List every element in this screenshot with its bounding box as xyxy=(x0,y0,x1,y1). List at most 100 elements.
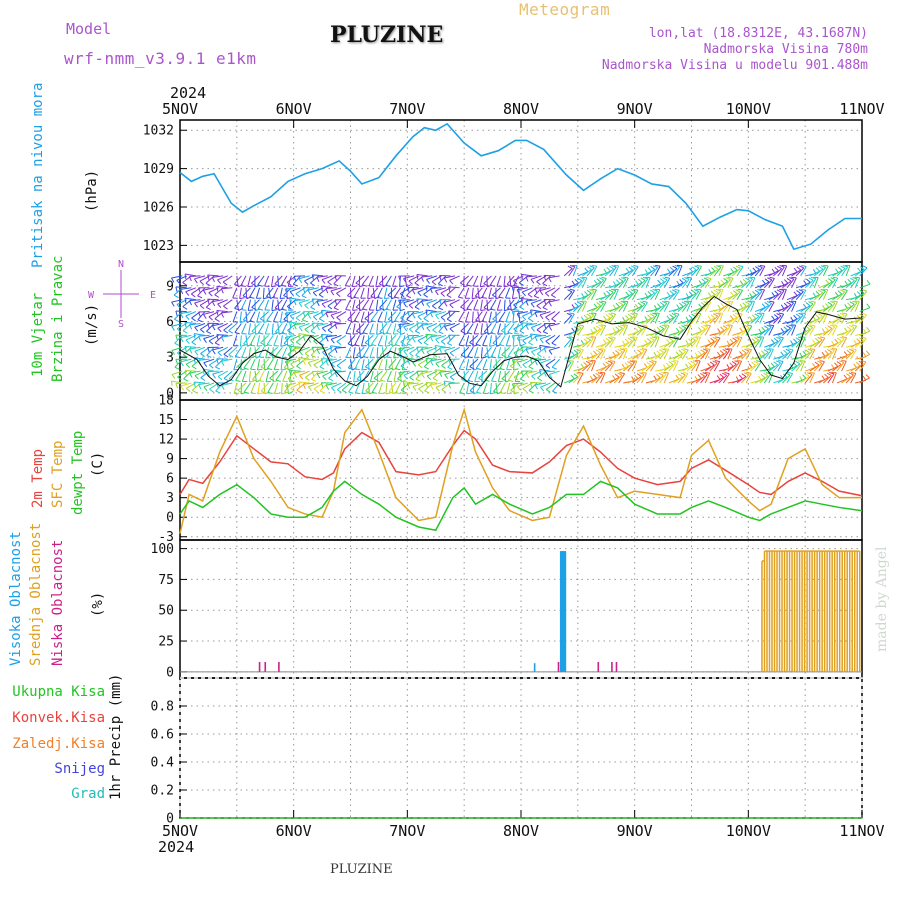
wind-barb-flag xyxy=(525,324,529,330)
wind-barb-flag xyxy=(251,306,257,311)
wind-barb xyxy=(507,346,515,357)
wind-barb xyxy=(677,265,683,277)
wind-barb xyxy=(650,314,658,324)
wind-barb-flag xyxy=(624,362,629,367)
wind-barb xyxy=(321,275,333,281)
wind-barb xyxy=(568,313,575,324)
wind-barb-flag xyxy=(846,349,852,354)
wind-barb-flag xyxy=(543,299,547,305)
wind-barb xyxy=(641,294,652,301)
wind-barb-flag xyxy=(288,333,294,335)
wind-barb-flag xyxy=(341,389,347,394)
wind-barb xyxy=(403,346,415,352)
wind-barb-flag xyxy=(812,339,817,345)
wind-barb-flag xyxy=(362,284,368,287)
wind-barb-flag xyxy=(542,331,548,335)
wind-barb-flag xyxy=(171,374,176,379)
wind-barb-flag xyxy=(513,344,519,347)
wind-barb-flag xyxy=(293,300,297,306)
year-top: 2024 xyxy=(170,84,207,102)
wind-barb-flag xyxy=(327,329,333,334)
wind-barb-flag xyxy=(329,369,333,375)
wind-barb-flag xyxy=(746,348,752,351)
wind-barb xyxy=(704,325,711,336)
wind-barb xyxy=(203,382,215,388)
wind-barb-flag xyxy=(520,298,524,304)
wind-barb xyxy=(809,341,820,348)
wind-barb xyxy=(686,324,692,336)
wind-barb-flag xyxy=(279,297,286,300)
wind-barb xyxy=(591,281,602,289)
wind-barb xyxy=(718,304,728,312)
y-tick-label: 0 xyxy=(166,812,174,827)
wind-barb xyxy=(498,335,506,346)
wind-barb-flag xyxy=(846,326,852,331)
wind-barb-flag xyxy=(650,266,656,270)
wind-barb-flag xyxy=(793,291,798,296)
wind-barb xyxy=(859,377,870,384)
wind-barb-flag xyxy=(512,297,518,300)
wind-barb xyxy=(458,311,465,322)
wind-barb-flag xyxy=(649,313,655,317)
wind-barb-flag xyxy=(171,277,175,283)
wind-barb xyxy=(376,347,379,359)
wind-barb xyxy=(279,287,283,299)
wind-barb xyxy=(217,299,228,305)
wind-barb xyxy=(795,354,807,360)
wind-barb xyxy=(189,370,201,374)
wind-barb xyxy=(464,287,470,299)
wind-barb-flag xyxy=(725,277,731,280)
wind-barb-flag xyxy=(446,294,452,299)
wind-barb xyxy=(175,286,187,289)
y-tick-label: 15 xyxy=(158,413,174,428)
wind-barb-flag xyxy=(189,276,192,282)
wind-barb-flag xyxy=(536,281,541,286)
wind-barb-flag xyxy=(610,312,616,315)
wind-barb-flag xyxy=(678,349,683,354)
wind-barb-flag xyxy=(766,348,772,351)
wind-barb xyxy=(582,269,592,277)
wind-barb xyxy=(361,382,365,394)
wind-barb xyxy=(370,311,379,321)
wind-barb-flag xyxy=(641,371,647,374)
wind-barb xyxy=(641,278,649,289)
wind-barb xyxy=(435,369,447,372)
wind-barb xyxy=(498,311,506,322)
wind-barb xyxy=(627,314,636,324)
wind-barb-flag xyxy=(796,290,801,294)
wind-barb xyxy=(539,311,551,316)
wind-barb xyxy=(745,364,756,372)
wind-barb xyxy=(645,362,655,372)
wind-barb-flag xyxy=(734,360,740,363)
wind-barb-flag xyxy=(834,291,839,297)
wind-barb-flag xyxy=(776,289,782,293)
wind-barb xyxy=(514,347,520,358)
wind-barb-flag xyxy=(800,336,806,338)
wind-barb xyxy=(221,334,233,338)
wind-barb xyxy=(832,277,839,289)
wind-barb-flag xyxy=(780,351,785,357)
chart-subtitle: Meteogram xyxy=(519,0,611,19)
wind-barb xyxy=(613,351,623,360)
wind-barb xyxy=(827,349,835,360)
wind-barb-flag xyxy=(203,338,207,343)
wind-barb-flag xyxy=(729,338,734,344)
wind-barb-flag xyxy=(783,302,789,307)
wind-barb-flag xyxy=(736,360,742,362)
wind-barb-flag xyxy=(249,296,255,299)
wind-barb xyxy=(586,290,595,301)
wind-barb xyxy=(398,322,410,325)
wind-barb-flag xyxy=(328,353,333,358)
wind-barb-flag xyxy=(543,371,547,377)
wind-barb xyxy=(486,323,489,335)
wind-barb-flag xyxy=(257,345,263,347)
wind-barb xyxy=(180,311,192,314)
wind-barb-flag xyxy=(646,361,652,366)
wind-barb xyxy=(448,382,460,385)
wind-barb xyxy=(659,373,667,384)
wind-barb-flag xyxy=(579,276,585,280)
wind-barb xyxy=(786,295,798,301)
wind-barb-flag xyxy=(480,332,487,335)
wind-barb-flag xyxy=(425,309,428,316)
wind-barb-flag xyxy=(417,291,422,297)
